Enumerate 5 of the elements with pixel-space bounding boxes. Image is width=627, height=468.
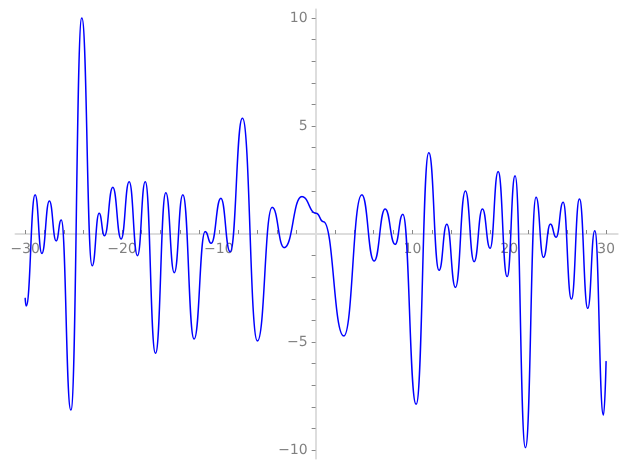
y-tick-label: −5 bbox=[286, 334, 308, 350]
y-tick-label: −10 bbox=[278, 442, 308, 458]
y-tick-label: 5 bbox=[298, 118, 308, 134]
x-tick-label: 30 bbox=[597, 241, 615, 257]
y-tick-label: 10 bbox=[290, 10, 308, 26]
